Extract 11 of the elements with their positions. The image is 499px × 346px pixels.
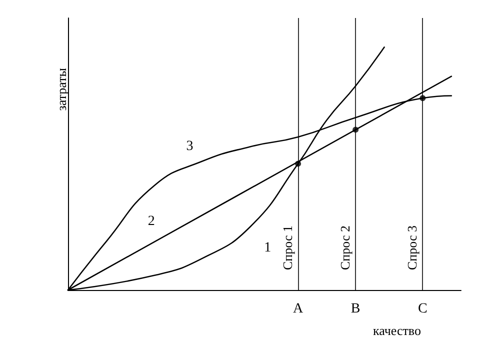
x-axis-title: качество (372, 323, 421, 338)
series-label: 3 (186, 138, 194, 154)
ref-line-label: Спрос 2 (338, 226, 353, 270)
series-label: 1 (264, 240, 272, 256)
x-tick-label: A (292, 302, 304, 316)
x-tick-label: C (418, 302, 428, 316)
ref-line-label: Спрос 3 (404, 226, 420, 270)
series-label: 2 (148, 214, 155, 230)
x-tick-label: B (350, 302, 360, 316)
ref-line-label: Спрос 1 (280, 226, 296, 270)
y-axis-title: затраты (54, 68, 69, 111)
